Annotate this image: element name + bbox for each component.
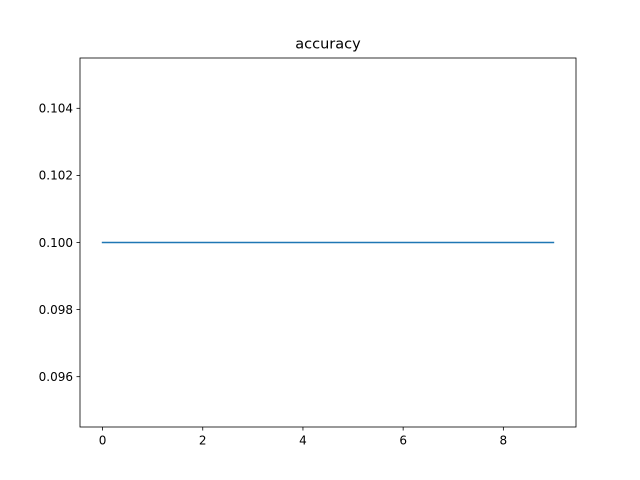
x-tick-label: 4 <box>299 434 307 448</box>
x-tick-label: 0 <box>99 434 107 448</box>
y-tick-label: 0.098 <box>39 303 73 317</box>
plot-area: 0 2 4 6 8 0.096 0.098 0.100 0.102 0.104 <box>39 57 577 448</box>
x-tick-label: 6 <box>399 434 407 448</box>
x-tick-label: 2 <box>199 434 207 448</box>
axes-frame <box>79 57 577 428</box>
y-tick-label: 0.104 <box>39 102 73 116</box>
y-tick-label: 0.096 <box>39 370 73 384</box>
x-tick-label: 8 <box>500 434 508 448</box>
y-tick-label: 0.102 <box>39 169 73 183</box>
chart-title: accuracy <box>295 37 361 53</box>
y-tick-label: 0.100 <box>39 236 73 250</box>
